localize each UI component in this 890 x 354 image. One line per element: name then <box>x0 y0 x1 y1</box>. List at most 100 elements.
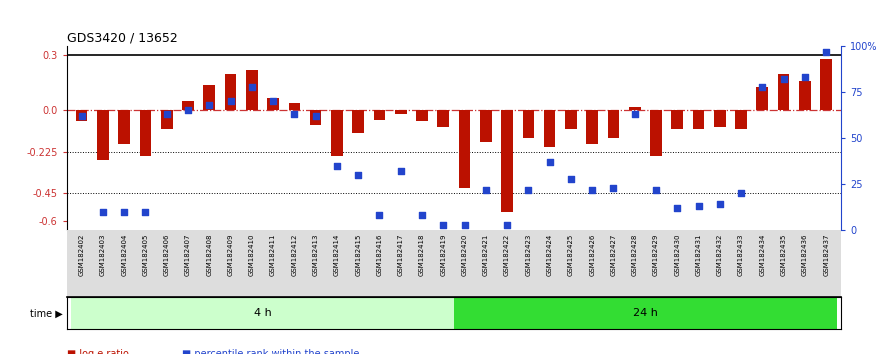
Point <box>159 111 174 117</box>
Point <box>138 209 152 215</box>
Bar <box>799 81 811 110</box>
Text: GSM182414: GSM182414 <box>334 234 340 276</box>
Point <box>330 163 344 169</box>
Text: GSM182420: GSM182420 <box>462 234 467 276</box>
Point <box>245 84 259 89</box>
Bar <box>692 110 704 129</box>
Text: GSM182427: GSM182427 <box>611 234 617 276</box>
Bar <box>501 110 513 212</box>
Text: GSM182432: GSM182432 <box>716 234 723 276</box>
Point <box>415 212 429 218</box>
Bar <box>714 110 725 127</box>
Bar <box>140 110 151 156</box>
Bar <box>352 110 364 132</box>
Text: GSM182410: GSM182410 <box>249 234 255 276</box>
Point <box>393 169 408 174</box>
Point <box>202 102 216 108</box>
Text: GSM182404: GSM182404 <box>121 234 127 276</box>
Point <box>309 113 323 119</box>
Bar <box>735 110 747 129</box>
Point <box>500 222 514 227</box>
Text: ■ log e ratio: ■ log e ratio <box>67 349 129 354</box>
Text: 4 h: 4 h <box>254 308 271 318</box>
Text: GSM182411: GSM182411 <box>270 234 276 276</box>
Point <box>627 111 642 117</box>
Bar <box>395 110 407 114</box>
Bar <box>587 110 598 144</box>
Text: GSM182406: GSM182406 <box>164 234 170 276</box>
Point <box>585 187 599 193</box>
Point <box>563 176 578 181</box>
Point <box>819 49 833 55</box>
Text: GSM182412: GSM182412 <box>291 234 297 276</box>
Point <box>670 205 684 211</box>
Bar <box>182 101 194 110</box>
Bar <box>374 110 385 120</box>
Bar <box>454 297 837 329</box>
Point <box>649 187 663 193</box>
Bar <box>544 110 555 147</box>
Text: GSM182413: GSM182413 <box>312 234 319 276</box>
Bar <box>417 110 428 121</box>
Text: GSM182423: GSM182423 <box>525 234 531 276</box>
Text: GSM182408: GSM182408 <box>206 234 213 276</box>
Point <box>287 111 302 117</box>
Bar <box>288 103 300 110</box>
Bar <box>204 85 215 110</box>
Point <box>522 187 536 193</box>
Bar <box>437 110 449 127</box>
Bar <box>650 110 662 156</box>
Point <box>713 201 727 207</box>
Bar <box>97 110 109 160</box>
Text: GSM182418: GSM182418 <box>419 234 425 276</box>
Text: ■ percentile rank within the sample: ■ percentile rank within the sample <box>182 349 360 354</box>
Bar <box>565 110 577 129</box>
Text: time ▶: time ▶ <box>29 308 62 318</box>
Point <box>479 187 493 193</box>
Bar <box>480 110 491 142</box>
Text: GSM182428: GSM182428 <box>632 234 638 276</box>
Bar <box>118 110 130 144</box>
Bar <box>161 110 173 129</box>
Point <box>756 84 770 89</box>
Bar <box>331 110 343 156</box>
Bar <box>246 70 258 110</box>
Point <box>351 172 365 178</box>
Text: GDS3420 / 13652: GDS3420 / 13652 <box>67 32 177 45</box>
Text: GSM182425: GSM182425 <box>568 234 574 276</box>
Text: GSM182426: GSM182426 <box>589 234 595 276</box>
Point <box>692 203 706 209</box>
Text: GSM182429: GSM182429 <box>653 234 659 276</box>
Text: GSM182431: GSM182431 <box>695 234 701 276</box>
Text: GSM182407: GSM182407 <box>185 234 191 276</box>
Text: GSM182434: GSM182434 <box>759 234 765 276</box>
Point <box>266 98 280 104</box>
Point <box>96 209 110 215</box>
Bar <box>71 297 454 329</box>
Point <box>436 222 450 227</box>
Text: GSM182437: GSM182437 <box>823 234 829 276</box>
Text: GSM182422: GSM182422 <box>504 234 510 276</box>
Text: GSM182436: GSM182436 <box>802 234 808 276</box>
Text: GSM182435: GSM182435 <box>781 234 787 276</box>
Bar <box>778 74 789 110</box>
Text: GSM182417: GSM182417 <box>398 234 404 276</box>
Bar <box>267 98 279 110</box>
Text: GSM182430: GSM182430 <box>675 234 680 276</box>
Bar <box>608 110 619 138</box>
Point <box>776 76 790 82</box>
Text: GSM182416: GSM182416 <box>376 234 383 276</box>
Bar <box>76 110 87 121</box>
Point <box>372 212 386 218</box>
Text: GSM182433: GSM182433 <box>738 234 744 276</box>
Bar <box>821 59 832 110</box>
Bar <box>756 86 768 110</box>
Point <box>734 190 748 196</box>
Text: GSM182421: GSM182421 <box>482 234 489 276</box>
Bar <box>310 110 321 125</box>
Text: GSM182415: GSM182415 <box>355 234 361 276</box>
Bar <box>629 107 641 110</box>
Point <box>457 222 472 227</box>
Point <box>181 108 195 113</box>
Bar <box>458 110 471 188</box>
